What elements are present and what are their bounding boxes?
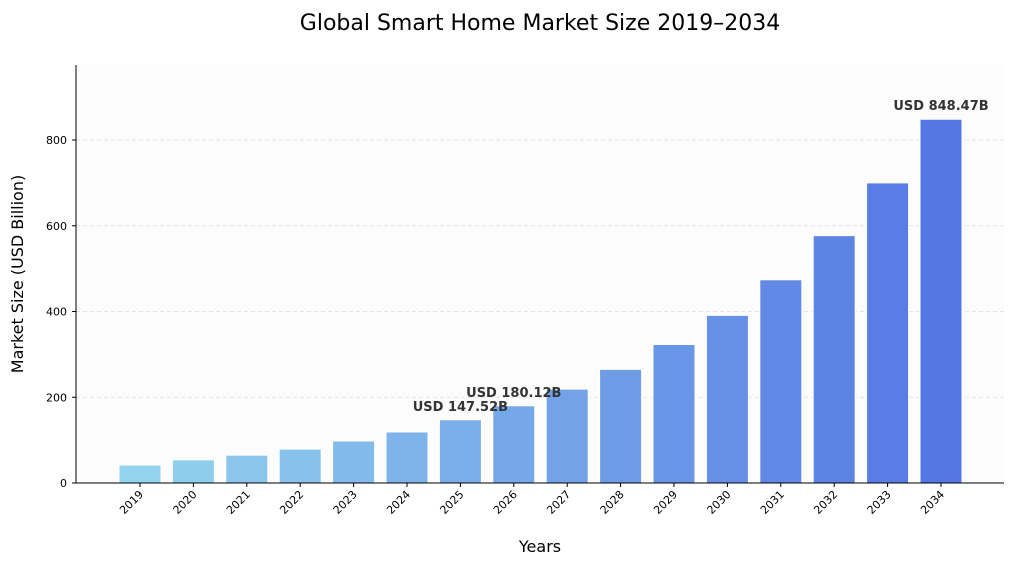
y-tick-label: 200 — [46, 391, 67, 404]
x-tick-label: 2024 — [384, 488, 413, 517]
annotation-2034: USD 848.47B — [893, 99, 988, 114]
y-tick-label: 800 — [46, 134, 67, 147]
bar-2019 — [118, 464, 162, 484]
bar-2030 — [705, 314, 749, 484]
bar-2020 — [171, 459, 215, 484]
x-tick-label: 2021 — [224, 488, 253, 517]
x-tick-label: 2034 — [918, 488, 947, 517]
x-tick-label: 2022 — [277, 488, 306, 517]
bar-2028 — [599, 368, 643, 484]
x-tick-label: 2027 — [544, 488, 573, 517]
x-tick-label: 2028 — [598, 488, 627, 517]
plot-area — [76, 65, 1004, 483]
x-tick-label: 2026 — [491, 488, 520, 517]
x-tick-label: 2032 — [811, 488, 840, 517]
bar-2027 — [545, 388, 589, 484]
bar-2021 — [225, 454, 269, 484]
bar-2025 — [438, 419, 482, 484]
y-tick-label: 0 — [60, 477, 67, 490]
bar-2022 — [278, 448, 322, 484]
y-axis-label: Market Size (USD Billion) — [8, 175, 27, 373]
x-tick-label: 2029 — [651, 488, 680, 517]
bar-2031 — [759, 279, 803, 484]
x-tick-label: 2031 — [758, 488, 787, 517]
x-tick-label: 2020 — [171, 488, 200, 517]
x-tick-label: 2025 — [438, 488, 467, 517]
bar-2033 — [866, 182, 910, 484]
x-tick-label: 2019 — [117, 488, 146, 517]
x-tick-label: 2030 — [705, 488, 734, 517]
bar-2032 — [812, 235, 856, 484]
x-axis-label: Years — [518, 537, 561, 556]
x-tick-label: 2023 — [331, 488, 360, 517]
annotation-2026: USD 180.12B — [466, 386, 561, 401]
annotation-2025: USD 147.52B — [413, 400, 508, 415]
bar-2029 — [652, 344, 696, 484]
chart-title: Global Smart Home Market Size 2019–2034 — [300, 11, 780, 36]
y-tick-label: 600 — [46, 220, 67, 233]
bar-2023 — [332, 440, 376, 484]
bar-2034 — [919, 118, 963, 484]
bar-2024 — [385, 431, 429, 484]
x-tick-label: 2033 — [865, 488, 894, 517]
bar-2026 — [492, 405, 536, 484]
y-tick-label: 400 — [46, 306, 67, 319]
